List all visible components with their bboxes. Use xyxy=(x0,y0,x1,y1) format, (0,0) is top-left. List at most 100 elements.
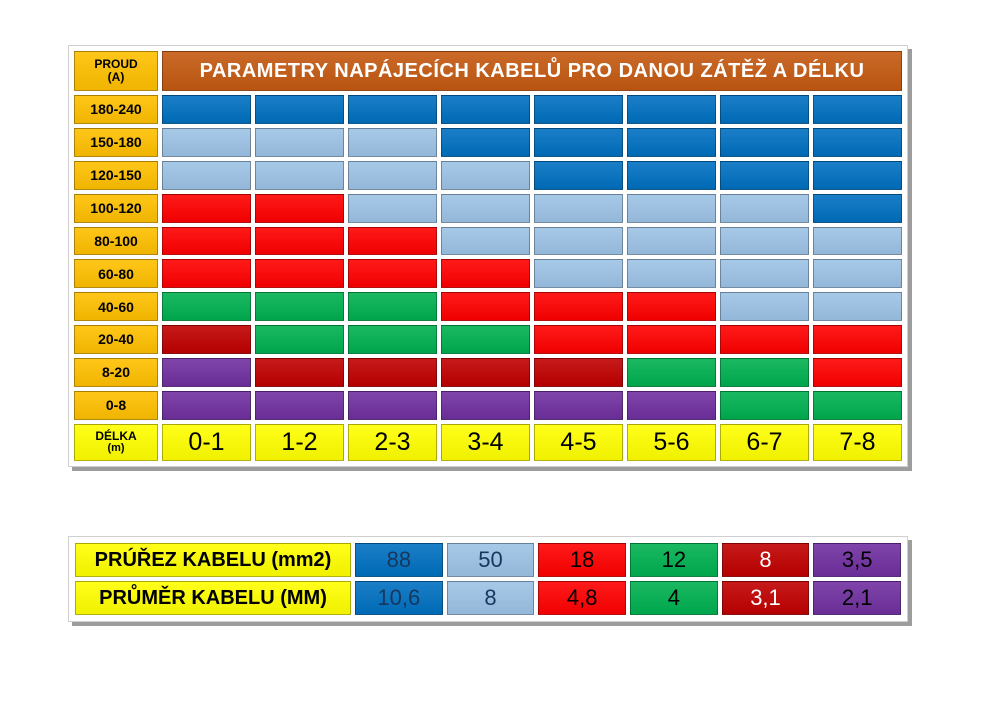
matrix-cell-r8-c5 xyxy=(627,358,716,388)
length-range-label: 5-6 xyxy=(627,423,716,461)
matrix-cell-r4-c0 xyxy=(162,226,251,256)
legend-row-label: PRŮMĚR KABELU (MM) xyxy=(75,581,351,615)
matrix-cell-r3-c1 xyxy=(255,193,344,223)
matrix-cell-r7-c5 xyxy=(627,325,716,355)
legend-row-label: PRÚŘEZ KABELU (mm2) xyxy=(75,543,351,577)
matrix-cell-r8-c2 xyxy=(348,358,437,388)
current-range-label: 80-100 xyxy=(74,226,158,256)
current-range-label: 100-120 xyxy=(74,193,158,223)
matrix-cell-r2-c7 xyxy=(813,160,902,190)
matrix-cell-r3-c6 xyxy=(720,193,809,223)
matrix-cell-r6-c6 xyxy=(720,292,809,322)
matrix-cell-r3-c2 xyxy=(348,193,437,223)
matrix-cell-r3-c4 xyxy=(534,193,623,223)
legend-value-cell: 8 xyxy=(446,581,535,615)
matrix-cell-r6-c5 xyxy=(627,292,716,322)
matrix-cell-r9-c5 xyxy=(627,391,716,420)
matrix-cell-r8-c0 xyxy=(162,358,251,388)
matrix-cell-r6-c0 xyxy=(162,292,251,322)
legend-value-cell: 3,1 xyxy=(721,581,810,615)
current-range-label: 150-180 xyxy=(74,127,158,157)
length-range-label: 6-7 xyxy=(720,423,809,461)
matrix-cell-r0-c4 xyxy=(534,95,623,124)
matrix-cell-r5-c0 xyxy=(162,259,251,289)
legend-grid: PRÚŘEZ KABELU (mm2) 88 50 18 12 8 3,5 PRŮMĚR KA… xyxy=(75,543,901,615)
matrix-cell-r1-c5 xyxy=(627,127,716,157)
current-range-label: 60-80 xyxy=(74,259,158,289)
matrix-cell-r3-c7 xyxy=(813,193,902,223)
proud-axis-header-line2: (A) xyxy=(107,70,125,84)
length-range-label: 3-4 xyxy=(441,423,530,461)
length-range-label: 0-1 xyxy=(162,423,251,461)
current-range-label: 0-8 xyxy=(74,391,158,420)
length-range-label: 2-3 xyxy=(348,423,437,461)
matrix-cell-r4-c1 xyxy=(255,226,344,256)
matrix-cell-r8-c3 xyxy=(441,358,530,388)
current-range-label: 180-240 xyxy=(74,95,158,124)
matrix-cell-r5-c4 xyxy=(534,259,623,289)
matrix-cell-r3-c5 xyxy=(627,193,716,223)
legend-value-cell: 88 xyxy=(355,543,443,577)
matrix-cell-r2-c6 xyxy=(720,160,809,190)
legend-value-cell: 2,1 xyxy=(813,581,901,615)
table-title: PARAMETRY NAPÁJECÍCH KABELŮ PRO DANOU ZÁ… xyxy=(162,51,902,91)
matrix-cell-r2-c0 xyxy=(162,160,251,190)
legend-value-cell: 8 xyxy=(721,543,810,577)
matrix-cell-r9-c7 xyxy=(813,391,902,420)
matrix-cell-r5-c3 xyxy=(441,259,530,289)
matrix-cell-r8-c6 xyxy=(720,358,809,388)
matrix-cell-r4-c4 xyxy=(534,226,623,256)
proud-axis-header-line1: PROUD xyxy=(94,57,138,72)
legend-value-cell: 12 xyxy=(629,543,718,577)
legend-value-cell: 4 xyxy=(629,581,718,615)
current-range-label: 20-40 xyxy=(74,325,158,355)
current-range-label: 120-150 xyxy=(74,160,158,190)
current-range-label: 40-60 xyxy=(74,292,158,322)
matrix-cell-r9-c3 xyxy=(441,391,530,420)
matrix-cell-r2-c4 xyxy=(534,160,623,190)
matrix-cell-r6-c3 xyxy=(441,292,530,322)
matrix-cell-r9-c0 xyxy=(162,391,251,420)
matrix-cell-r0-c6 xyxy=(720,95,809,124)
matrix-cell-r7-c4 xyxy=(534,325,623,355)
matrix-cell-r5-c6 xyxy=(720,259,809,289)
matrix-cell-r1-c0 xyxy=(162,127,251,157)
matrix-cell-r5-c5 xyxy=(627,259,716,289)
matrix-cell-r1-c6 xyxy=(720,127,809,157)
matrix-cell-r8-c1 xyxy=(255,358,344,388)
matrix-cell-r0-c7 xyxy=(813,95,902,124)
matrix-cell-r4-c3 xyxy=(441,226,530,256)
matrix-cell-r7-c6 xyxy=(720,325,809,355)
matrix-cell-r6-c4 xyxy=(534,292,623,322)
matrix-cell-r1-c2 xyxy=(348,127,437,157)
matrix-cell-r6-c2 xyxy=(348,292,437,322)
matrix-cell-r4-c6 xyxy=(720,226,809,256)
matrix-cell-r0-c0 xyxy=(162,95,251,124)
matrix-cell-r1-c3 xyxy=(441,127,530,157)
delka-axis-header-line2: (m) xyxy=(107,442,125,454)
matrix-cell-r1-c7 xyxy=(813,127,902,157)
matrix-cell-r7-c0 xyxy=(162,325,251,355)
legend-table: PRÚŘEZ KABELU (mm2) 88 50 18 12 8 3,5 PRŮMĚR KA… xyxy=(68,536,908,622)
matrix-cell-r7-c1 xyxy=(255,325,344,355)
legend-value-cell: 18 xyxy=(538,543,626,577)
legend-value-cell: 3,5 xyxy=(813,543,901,577)
matrix-cell-r7-c7 xyxy=(813,325,902,355)
matrix-cell-r7-c2 xyxy=(348,325,437,355)
matrix-cell-r5-c1 xyxy=(255,259,344,289)
matrix-cell-r6-c7 xyxy=(813,292,902,322)
cable-parameters-grid: PROUD (A) PARAMETRY NAPÁJECÍCH KABELŮ PR… xyxy=(74,51,902,461)
cable-parameters-table: PROUD (A) PARAMETRY NAPÁJECÍCH KABELŮ PR… xyxy=(68,45,908,467)
matrix-cell-r8-c4 xyxy=(534,358,623,388)
legend-value-cell: 50 xyxy=(446,543,535,577)
delka-axis-header-line1: DÉLKA xyxy=(95,429,137,444)
matrix-cell-r0-c5 xyxy=(627,95,716,124)
matrix-cell-r0-c2 xyxy=(348,95,437,124)
matrix-cell-r9-c1 xyxy=(255,391,344,420)
matrix-cell-r1-c1 xyxy=(255,127,344,157)
matrix-cell-r2-c2 xyxy=(348,160,437,190)
matrix-cell-r0-c1 xyxy=(255,95,344,124)
matrix-cell-r3-c0 xyxy=(162,193,251,223)
matrix-cell-r6-c1 xyxy=(255,292,344,322)
